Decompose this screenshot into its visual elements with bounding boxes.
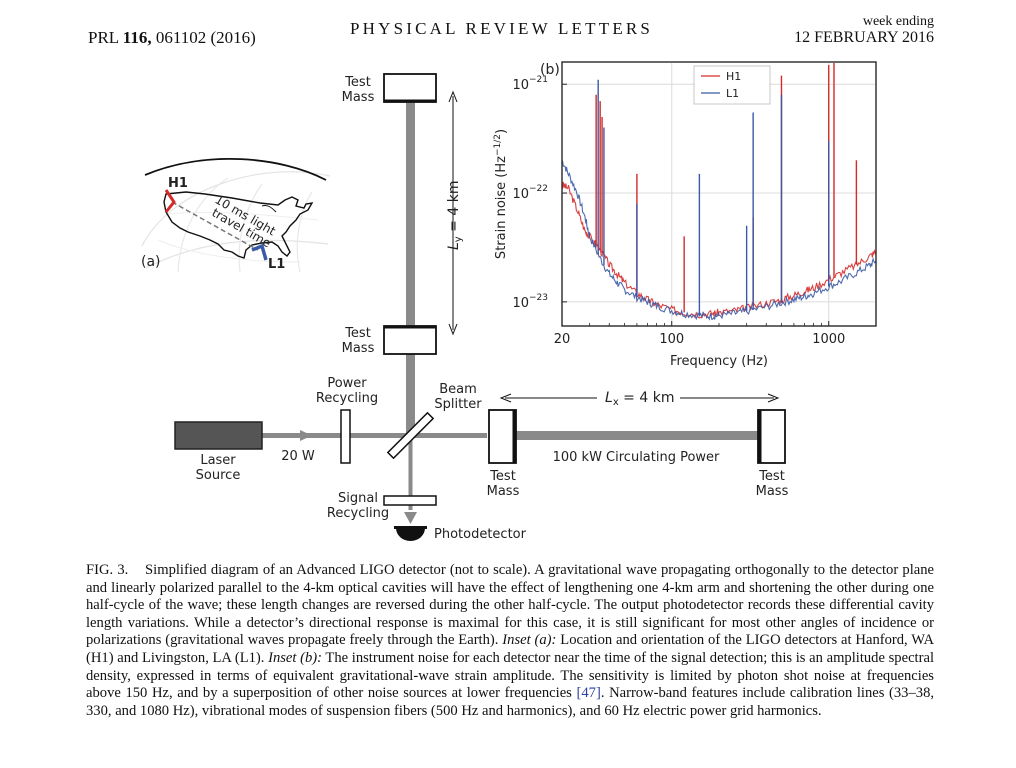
l1-detector-marker [251,243,268,261]
test-mass-far-label-2: Mass [756,484,789,499]
volume-number: 116, [122,28,152,47]
inset-a-map: H1 L1 10 ms light travel time (a) [141,158,331,273]
legend-h1-label: H1 [726,70,741,83]
h1-detector-marker [164,189,176,213]
power-recycling-label-1: Power [327,376,367,391]
beam-splitter [386,411,435,460]
ligo-diagram: Test Mass Test Mass Ly = 4 km Laser Sour… [174,73,789,542]
week-ending-label: week ending [862,14,934,29]
article-number: 061102 (2016) [155,28,256,47]
power-recycling-mirror [340,409,351,464]
series-l1-curve [561,159,877,321]
figure-3: H1 L1 10 ms light travel time (a) Test M… [141,61,877,542]
circulating-power-label: 100 kW Circulating Power [553,450,720,465]
laser-power-label: 20 W [281,449,315,464]
test-mass-mid-label-1: Test [344,326,371,341]
caption-inset-b-label: Inset (b): [268,649,323,666]
beam-splitter-label-2: Splitter [434,397,482,412]
signal-recycling-mirror [383,495,437,506]
y-arm-beam [406,102,415,326]
travel-time-line [171,201,259,251]
legend: H1 L1 [693,65,771,105]
test-mass-top-label-2: Mass [342,90,375,105]
y-tick-label: 10 [512,187,529,202]
photodetector-label: Photodetector [434,527,527,542]
test-mass-top-label-1: Test [344,75,371,90]
test-mass-top [383,73,437,103]
legend-l1-label: L1 [726,87,739,100]
h1-label: H1 [168,176,188,191]
test-mass-near [488,409,517,464]
globe-horizon [144,158,327,181]
journal-title: PHYSICAL REVIEW LETTERS [350,19,654,38]
y-axis-label: Strain noise (Hz−1/2) [493,129,509,259]
y-tick-label: 10 [512,78,529,93]
beam-splitter-label-1: Beam [439,382,477,397]
laser-arrow [300,430,312,441]
caption-inset-a-label: Inset (a): [502,632,557,649]
x-arm-beam [516,431,758,440]
output-beam [408,440,413,510]
caption-reference-link[interactable]: [47] [576,685,601,702]
x-axis-label: Frequency (Hz) [670,354,768,369]
series-h1-curve [561,181,877,320]
journal-reference: PRL 116, 061102 (2016) [88,28,256,48]
power-recycling-label-2: Recycling [316,391,378,406]
signal-recycling-label-2: Recycling [327,506,389,521]
issue-date: week ending 12 FEBRUARY 2016 [794,14,934,46]
lx-label: Lx = 4 km [605,390,674,408]
photodetector [396,528,425,541]
series-lines [561,63,877,321]
inset-a-panel-label: (a) [141,254,161,270]
laser-source-label-1: Laser [200,453,236,468]
caption-text-1: Simplified diagram of an Advanced LIGO d… [86,562,934,649]
page-header: PRL 116, 061102 (2016) PHYSICAL REVIEW L… [88,14,934,48]
plot-frame [561,61,877,327]
x-tick-label: 100 [659,332,684,347]
y-tick-label: 10 [512,296,529,311]
ly-label: Ly = 4 km [446,181,464,250]
caption-text-2: Location and orientation of the LIGO det… [86,632,934,666]
y-tick-exponent: −23 [529,293,548,303]
inset-b-panel-label: (b) [540,62,560,78]
issue-date-value: 12 FEBRUARY 2016 [794,29,934,46]
l1-label: L1 [268,257,285,272]
test-mass-far [757,409,786,464]
journal-abbrev: PRL [88,28,119,47]
figure-caption: FIG. 3. Simplified diagram of an Advance… [86,562,934,720]
caption-fig-label: FIG. 3. [86,562,129,578]
test-mass-mid-label-2: Mass [342,341,375,356]
test-mass-near-label-1: Test [489,469,516,484]
y-arm-beam-lower [406,354,415,438]
input-beam [262,433,487,438]
caption-text-4: . Narrow-band features include calibrati… [86,685,935,719]
test-mass-near-label-2: Mass [487,484,520,499]
y-tick-exponent: −21 [529,75,548,85]
x-tick-label: 20 [554,332,571,347]
laser-source [174,421,263,450]
caption-text-3: The instrument noise for each detector n… [86,649,934,702]
signal-recycling-label-1: Signal [338,491,378,506]
output-arrow [404,512,417,524]
y-tick-exponent: −22 [529,184,548,194]
laser-source-label-2: Source [196,468,241,483]
x-tick-label: 1000 [812,332,845,347]
test-mass-mid [383,325,437,355]
test-mass-far-label-1: Test [758,469,785,484]
usa-outline [163,191,314,259]
